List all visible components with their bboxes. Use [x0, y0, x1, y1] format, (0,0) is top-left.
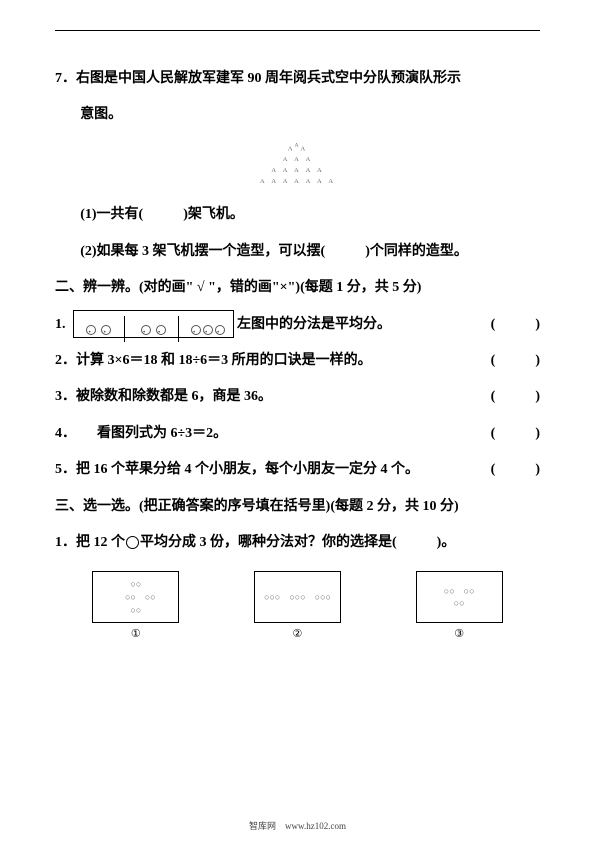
q7-stem: 7．右图是中国人民解放军建军 90 周年阅兵式空中分队预演队形示 [55, 61, 540, 97]
s2-q5-text: 5．把 16 个苹果分给 4 个小朋友，每个小朋友一定分 4 个。 [55, 462, 419, 477]
s2-q2: 2．计算 3×6＝18 和 18÷6＝3 所用的口诀是一样的。 () [55, 343, 540, 379]
s2-q5-answer[interactable]: () [491, 452, 540, 488]
choice-3-box: ○○ ○○ ○○ [416, 571, 503, 623]
s3-q1: 1．把 12 个平均分成 3 份，哪种分法对？你的选择是( )。 [55, 525, 540, 561]
choice-2-label: ② [293, 628, 303, 640]
q7-sub2-post: )个同样的造型。 [365, 244, 468, 259]
circle-icon [126, 536, 139, 549]
choice-3-label: ③ [454, 628, 464, 640]
s2-q3-text: 3．被除数和除数都是 6，商是 36。 [55, 389, 272, 404]
choice-1[interactable]: ○○ ○○ ○○ ○○ ① [92, 571, 179, 640]
division-box [73, 310, 234, 338]
section3-title: 三、选一选。(把正确答案的序号填在括号里)(每题 2 分，共 10 分) [55, 489, 540, 525]
choice-1-label: ① [131, 628, 141, 640]
airplane-formation-figure: ᴬᴬᴬ ᴬ ᴬ ᴬ ᴬ ᴬ ᴬ ᴬ ᴬ ᴬ ᴬ ᴬ ᴬ ᴬ ᴬ ᴬ [55, 142, 540, 190]
s2-q2-answer[interactable]: () [491, 343, 540, 379]
q7-sub2-pre: (2)如果每 3 架飞机摆一个造型，可以摆( [80, 244, 325, 259]
q7-sub1-post: )架飞机。 [183, 207, 244, 222]
s2-q3: 3．被除数和除数都是 6，商是 36。 () [55, 379, 540, 415]
q7-stem-line2: 意图。 [80, 107, 122, 122]
section3-title-text: 三、选一选。(把正确答案的序号填在括号里)(每题 2 分，共 10 分) [55, 499, 459, 514]
s2-q4-answer[interactable]: () [491, 416, 540, 452]
choice-1-box: ○○ ○○ ○○ ○○ [92, 571, 179, 623]
q7-stem-cont: 意图。 [55, 97, 540, 133]
q7-sub1-pre: (1)一共有( [80, 207, 143, 222]
q7-sub2: (2)如果每 3 架飞机摆一个造型，可以摆( )个同样的造型。 [55, 234, 540, 270]
footer-text: 智库网 www.hz102.com [249, 821, 346, 831]
q7-stem-line1: 7．右图是中国人民解放军建军 90 周年阅兵式空中分队预演队形示 [55, 71, 461, 86]
s2-q1-answer[interactable]: () [491, 307, 540, 343]
choice-2-box: ○○○ ○○○ ○○○ [254, 571, 341, 623]
choice-3[interactable]: ○○ ○○ ○○ ③ [416, 571, 503, 640]
section2-title-text: 二、辨一辨。(对的画" √ "，错的画"×")(每题 1 分，共 5 分) [55, 280, 421, 295]
s2-q1-text: 左图中的分法是平均分。 [237, 317, 391, 332]
s3-q1-mid: 平均分成 3 份，哪种分法对？你的选择是( [140, 535, 397, 550]
s2-q1: 1. 左图中的分法是平均分。 () [55, 307, 540, 343]
q7-sub1: (1)一共有( )架飞机。 [55, 197, 540, 233]
s3-q1-pre: 1．把 12 个 [55, 535, 125, 550]
s2-q2-text: 2．计算 3×6＝18 和 18÷6＝3 所用的口诀是一样的。 [55, 353, 372, 368]
s2-q4-text: 4． 看图列式为 6÷3＝2。 [55, 426, 227, 441]
s2-q5: 5．把 16 个苹果分给 4 个小朋友，每个小朋友一定分 4 个。 () [55, 452, 540, 488]
choice-row: ○○ ○○ ○○ ○○ ① ○○○ ○○○ ○○○ ② ○○ ○○ ○○ ③ [55, 571, 540, 640]
section2-title: 二、辨一辨。(对的画" √ "，错的画"×")(每题 1 分，共 5 分) [55, 270, 540, 306]
s3-q1-post: )。 [437, 535, 456, 550]
choice-2[interactable]: ○○○ ○○○ ○○○ ② [254, 571, 341, 640]
s2-q4: 4． 看图列式为 6÷3＝2。 () [55, 416, 540, 452]
page-footer: 智库网 www.hz102.com [0, 819, 595, 832]
s2-q3-answer[interactable]: () [491, 379, 540, 415]
